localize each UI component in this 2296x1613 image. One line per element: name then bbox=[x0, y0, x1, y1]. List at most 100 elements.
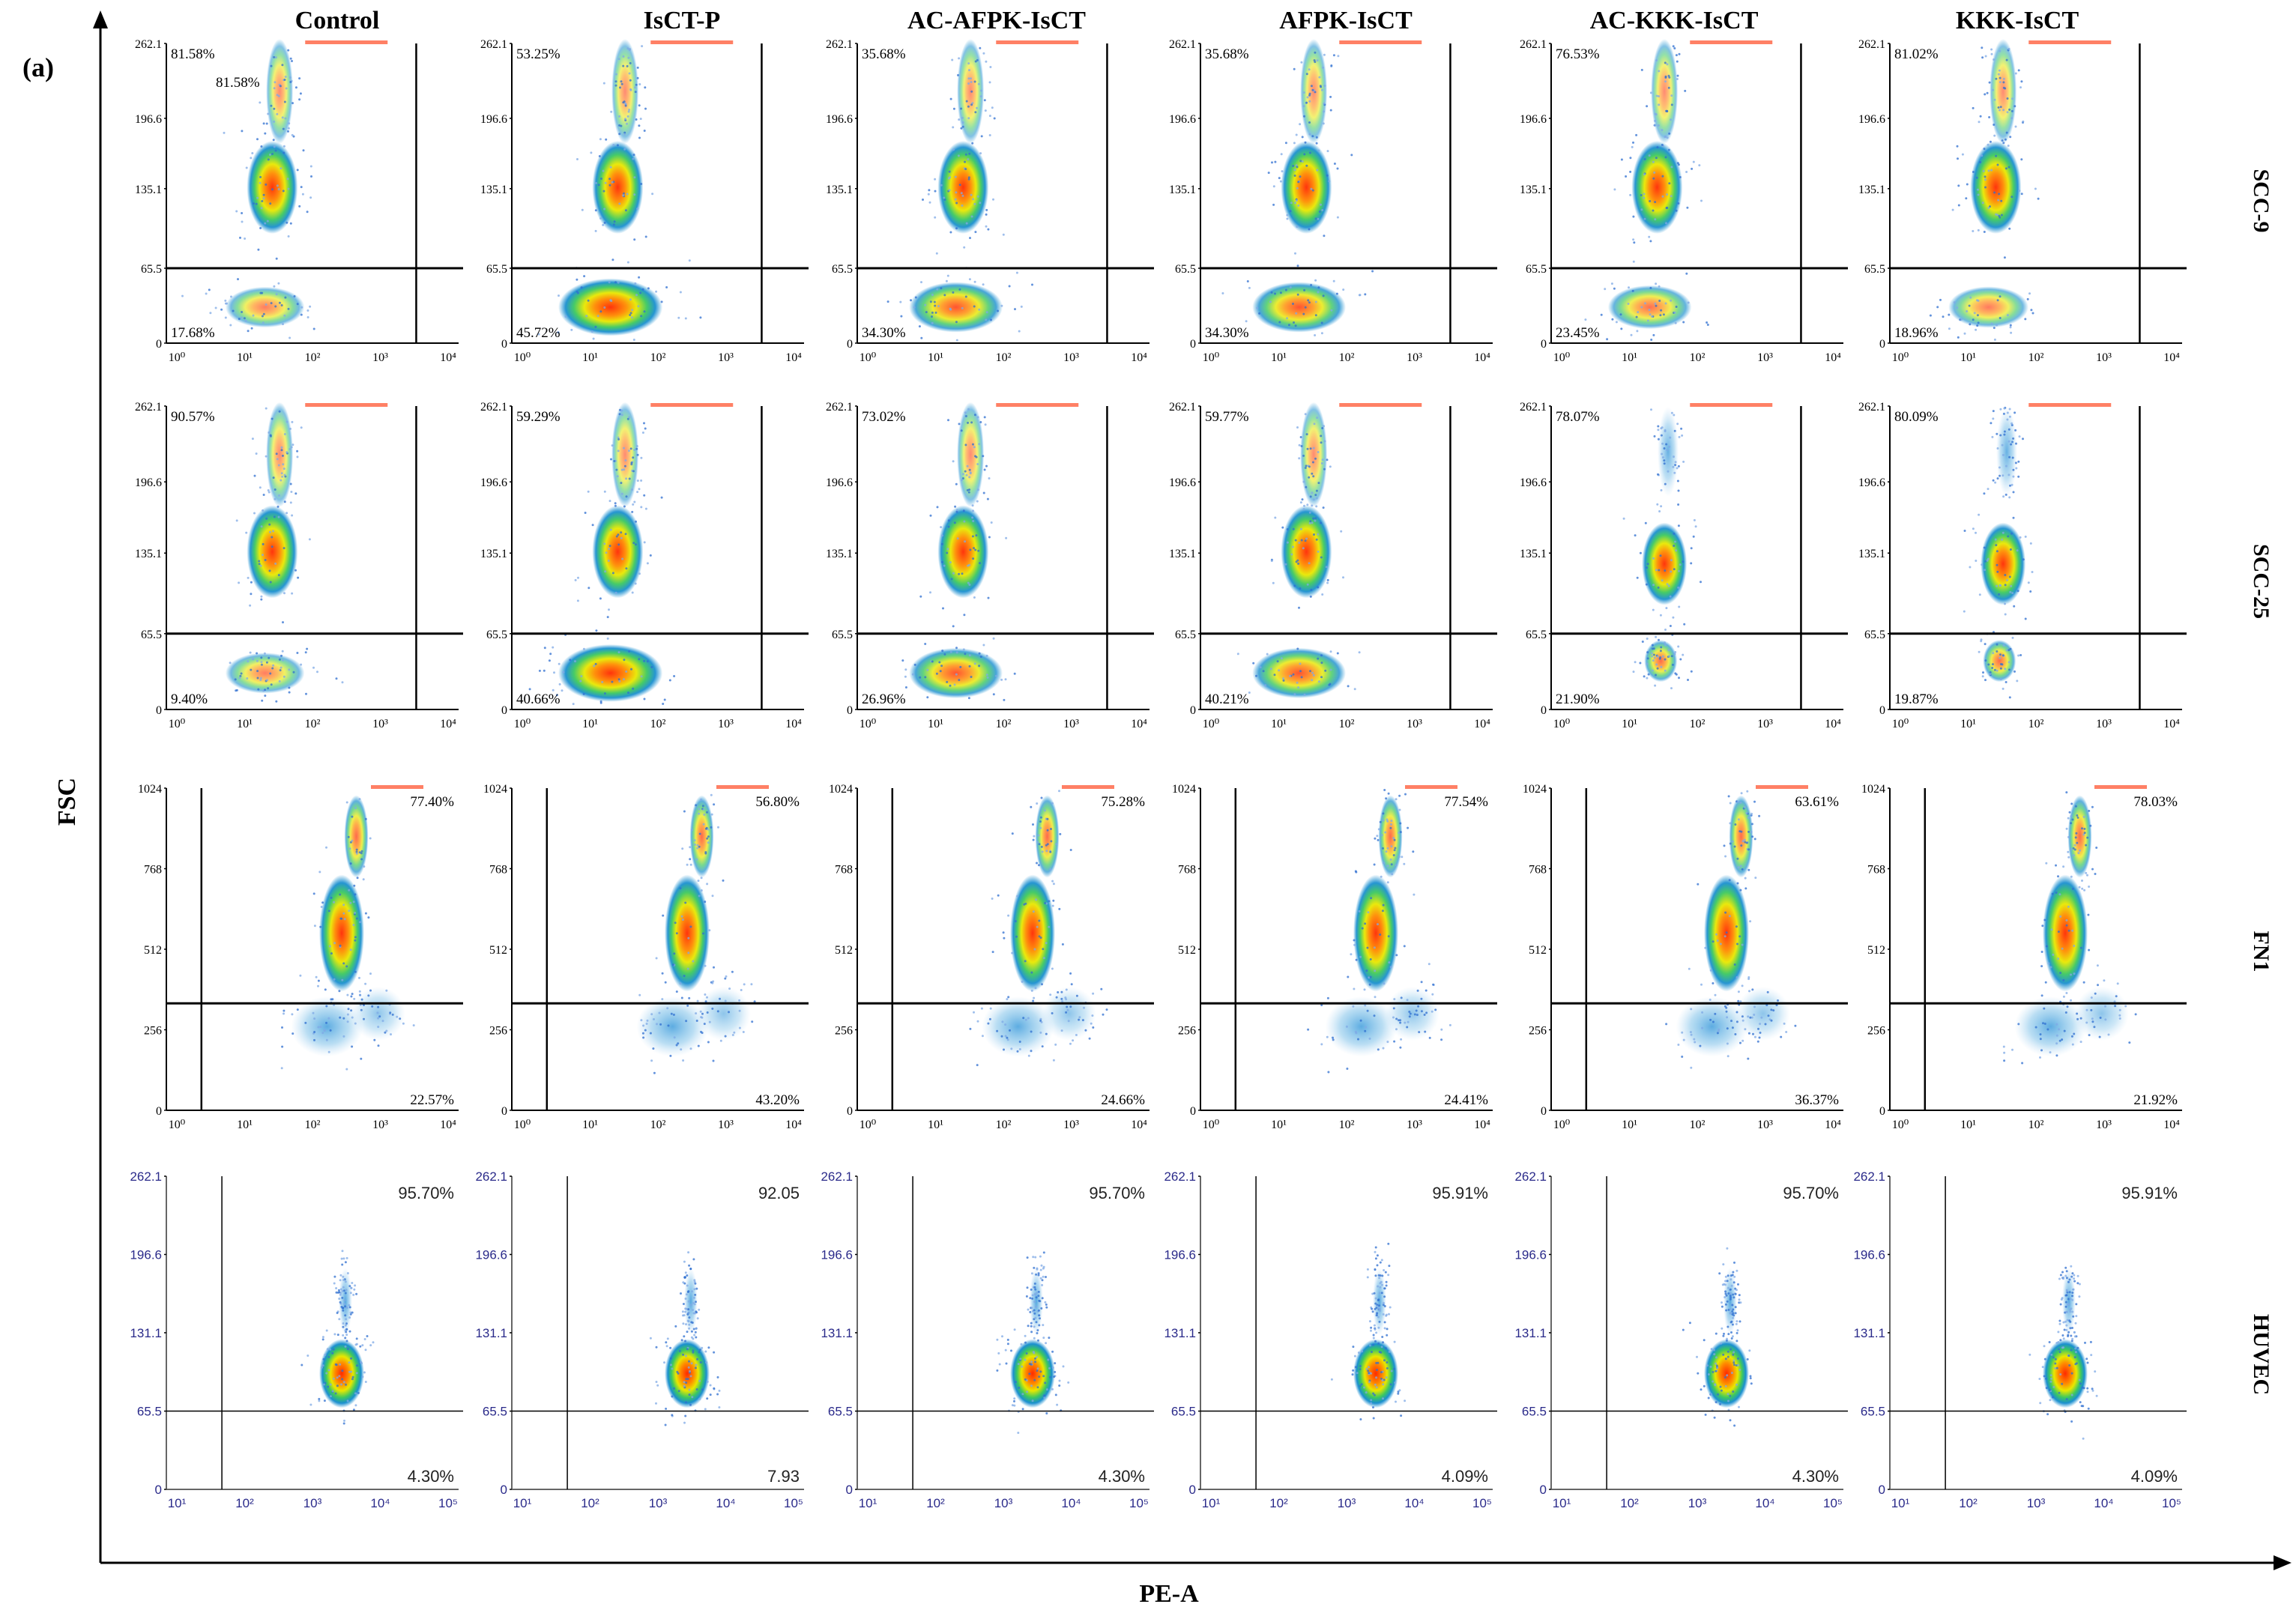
y-tick-label: 196.6 bbox=[1853, 1247, 1885, 1262]
lower-percentage: 18.96% bbox=[1894, 325, 1939, 341]
y-tick-label: 196.6 bbox=[475, 1247, 507, 1262]
y-tick-label: 65.5 bbox=[1526, 263, 1547, 276]
y-tick-label: 65.5 bbox=[483, 1405, 507, 1419]
y-tick-label: 512 bbox=[489, 944, 507, 957]
lower-percentage: 23.45% bbox=[1556, 325, 1600, 341]
x-tick-label: 10¹ bbox=[928, 351, 943, 364]
y-tick-label: 196.6 bbox=[130, 1247, 162, 1262]
density-blob bbox=[665, 1339, 710, 1408]
x-tick-label: 10⁴ bbox=[1825, 1119, 1841, 1131]
x-tick-label: 10⁵ bbox=[1129, 1496, 1149, 1510]
plot-panel: 262.1 196.6 135.1 65.5 0 10⁰ 10¹ 10² 10³ 10⁴ 80.09… bbox=[1858, 401, 2187, 730]
x-tick-label: 10⁴ bbox=[1474, 1119, 1490, 1131]
event-dots bbox=[181, 49, 315, 339]
y-tick-label: 262.1 bbox=[480, 401, 507, 414]
upper-percentage: 81.02% bbox=[1894, 46, 1939, 62]
y-tick-label: 65.5 bbox=[137, 1405, 162, 1419]
x-tick-label: 10⁴ bbox=[440, 351, 456, 364]
x-tick-label: 10³ bbox=[372, 351, 388, 364]
x-tick-label: 10³ bbox=[1338, 1496, 1356, 1510]
plot-panel: 262.1 196.6 135.1 65.5 0 10⁰ 10¹ 10² 10³ 10⁴ 78.07… bbox=[1520, 401, 1848, 730]
upper-percentage: 90.57% bbox=[171, 409, 215, 425]
x-tick-label: 10² bbox=[1690, 1119, 1706, 1131]
y-tick-label: 262.1 bbox=[1514, 1169, 1547, 1184]
upper-percentage: 59.77% bbox=[1205, 409, 1249, 425]
density-blob bbox=[1948, 286, 2029, 328]
plot-panel: 262.1 196.6 135.1 65.5 0 10⁰ 10¹ 10² 10³ 10⁴ 90.57… bbox=[135, 401, 463, 730]
x-tick-label: 10⁴ bbox=[2094, 1496, 2113, 1510]
x-tick-label: 10² bbox=[1339, 1119, 1355, 1131]
plot-panel: 1024 768 512 256 0 10⁰ 10¹ 10² 10³ 10⁴ 77.54% 24.41… bbox=[1172, 783, 1497, 1131]
density-blob bbox=[1729, 795, 1753, 878]
saturation-streak bbox=[2028, 403, 2112, 407]
saturation-streak bbox=[1405, 785, 1457, 789]
plot-panel: 262.1 196.6 135.1 65.5 0 10⁰ 10¹ 10² 10³ 10⁴ 81.58… bbox=[135, 38, 463, 364]
y-tick-label: 196.6 bbox=[135, 113, 162, 126]
density-blob bbox=[338, 1268, 352, 1336]
x-tick-label: 10⁴ bbox=[1061, 1496, 1081, 1510]
y-tick-label: 0 bbox=[1540, 1483, 1547, 1497]
x-tick-label: 10⁴ bbox=[785, 718, 802, 730]
x-tick-label: 10² bbox=[650, 351, 666, 364]
saturation-streak bbox=[305, 403, 388, 407]
plot-panel: 262.1 196.6 135.1 65.5 0 10⁰ 10¹ 10² 10³ 10⁴ 59.29… bbox=[480, 401, 809, 730]
x-tick-label: 10² bbox=[650, 718, 666, 730]
lower-percentage: 17.68% bbox=[171, 325, 215, 341]
lower-percentage: 34.30% bbox=[862, 325, 906, 341]
upper-percentage: 63.61% bbox=[1795, 794, 1839, 810]
lower-percentage: 4.30% bbox=[408, 1467, 454, 1486]
density-blob bbox=[1385, 987, 1439, 1041]
plot-panel: 262.1 196.6 131.1 65.5 0 10¹ 10² 10³ 10⁴ 10⁵ 92.05… bbox=[475, 1169, 809, 1510]
density-blob bbox=[1676, 996, 1748, 1057]
density-blob bbox=[558, 278, 663, 336]
x-tick-label: 10³ bbox=[303, 1496, 322, 1510]
row-labels: SCC-9 SCC-25 FN1 HUVEC bbox=[2249, 169, 2274, 1395]
x-tick-label: 10³ bbox=[1688, 1496, 1707, 1510]
y-tick-label: 65.5 bbox=[1171, 1405, 1196, 1419]
density-blob bbox=[2074, 987, 2129, 1041]
event-dots bbox=[1963, 406, 2034, 699]
y-tick-label: 65.5 bbox=[832, 263, 853, 276]
y-tick-label: 262.1 bbox=[1164, 1169, 1196, 1184]
x-tick-label: 10³ bbox=[1757, 1119, 1773, 1131]
y-tick-label: 0 bbox=[1879, 338, 1885, 351]
y-tick-label: 135.1 bbox=[1520, 548, 1547, 560]
x-tick-label: 10⁴ bbox=[1131, 718, 1147, 730]
lower-percentage: 24.41% bbox=[1444, 1092, 1488, 1108]
density-blob bbox=[1704, 1339, 1749, 1408]
y-tick-label: 512 bbox=[835, 944, 853, 957]
y-tick-label: 1024 bbox=[1861, 783, 1885, 796]
y-tick-label: 512 bbox=[144, 944, 162, 957]
plot-panel: 262.1 196.6 131.1 65.5 0 10¹ 10² 10³ 10⁴ 10⁵ 95.91… bbox=[1164, 1169, 1497, 1510]
upper-percentage: 92.05 bbox=[758, 1184, 800, 1202]
x-tick-label: 10⁰ bbox=[860, 351, 876, 364]
event-dots bbox=[638, 793, 756, 1074]
density-blob bbox=[611, 39, 639, 144]
x-tick-label: 10⁴ bbox=[1404, 1496, 1424, 1510]
y-tick-label: 262.1 bbox=[821, 1169, 853, 1184]
y-tick-label: 131.1 bbox=[1853, 1326, 1885, 1340]
x-tick-label: 10² bbox=[1339, 718, 1355, 730]
density-blob bbox=[2014, 996, 2087, 1057]
density-blob bbox=[1996, 406, 2017, 497]
y-tick-label: 0 bbox=[847, 704, 853, 717]
x-tick-label: 10³ bbox=[2027, 1496, 2046, 1510]
y-tick-label: 0 bbox=[847, 338, 853, 351]
x-tick-label: 10⁴ bbox=[1474, 718, 1490, 730]
plot-panel: 262.1 196.6 135.1 65.5 0 10⁰ 10¹ 10² 10³ 10⁴ 59.77… bbox=[1169, 401, 1497, 730]
lower-percentage: 36.37% bbox=[1795, 1092, 1839, 1108]
lower-percentage: 4.09% bbox=[2131, 1467, 2178, 1486]
y-axis-label: FSC bbox=[53, 778, 81, 826]
outer-x-arrow bbox=[2274, 1555, 2292, 1570]
density-blob bbox=[319, 874, 364, 992]
x-tick-label: 10⁵ bbox=[784, 1496, 803, 1510]
y-tick-label: 262.1 bbox=[826, 38, 853, 51]
upper-percentage: 95.70% bbox=[1783, 1184, 1839, 1202]
column-header-5: AC-KKK-IsCT bbox=[1590, 7, 1759, 34]
saturation-streak bbox=[996, 403, 1079, 407]
density-cloud bbox=[1948, 39, 2029, 328]
event-dots bbox=[1584, 45, 1709, 341]
y-tick-label: 256 bbox=[835, 1025, 853, 1038]
y-tick-label: 131.1 bbox=[130, 1326, 162, 1340]
density-blob bbox=[665, 874, 710, 992]
